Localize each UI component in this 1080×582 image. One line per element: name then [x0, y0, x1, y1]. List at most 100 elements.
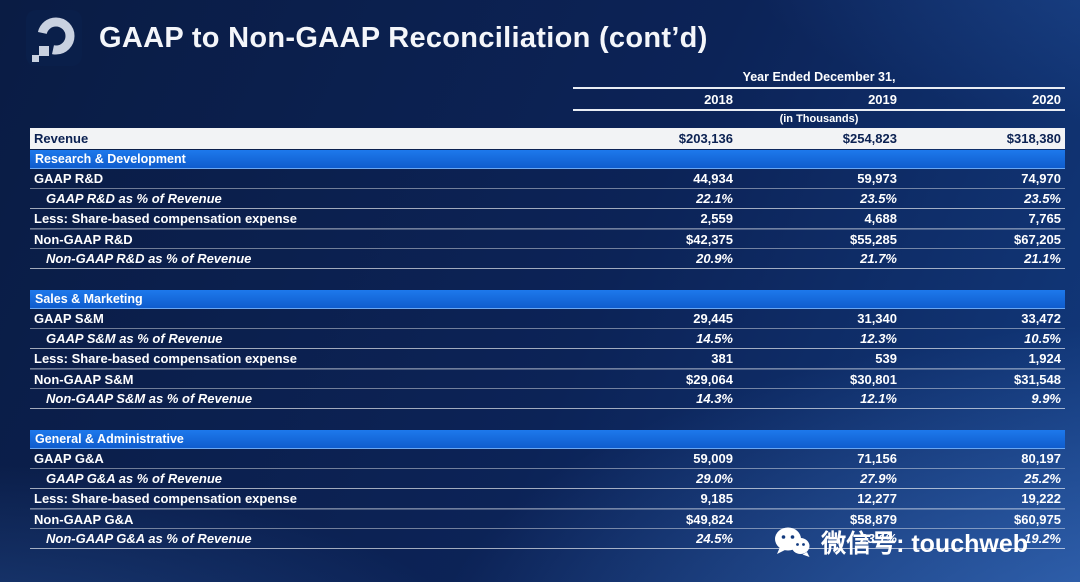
- cell-2018: $42,375: [686, 231, 733, 247]
- unit-note: (in Thousands): [779, 113, 859, 125]
- cell-2020: 21.1%: [1024, 251, 1061, 266]
- table-row: GAAP G&A as % of Revenue 29.0% 27.9% 25.…: [30, 469, 1065, 489]
- cell-2019: 27.9%: [860, 471, 897, 486]
- cell-2018: 24.5%: [696, 531, 733, 546]
- row-label: Non-GAAP G&A as % of Revenue: [46, 531, 252, 546]
- row-label: GAAP R&D as % of Revenue: [46, 191, 222, 206]
- cell-2020: 25.2%: [1024, 471, 1061, 486]
- cell-2018: 20.9%: [696, 251, 733, 266]
- cell-2019: 539: [875, 351, 897, 366]
- digitalocean-logo-icon: [26, 10, 82, 66]
- cell-2020: 74,970: [1021, 171, 1061, 186]
- section-header: Sales & Marketing: [30, 290, 1065, 309]
- table-row: GAAP R&D as % of Revenue 22.1% 23.5% 23.…: [30, 189, 1065, 209]
- cell-2020: $31,548: [1014, 371, 1061, 387]
- table-row: Non-GAAP S&M $29,064 $30,801 $31,548: [30, 369, 1065, 389]
- row-label: GAAP G&A as % of Revenue: [46, 471, 223, 486]
- cell-2018: 9,185: [700, 491, 733, 506]
- cell-2020: 80,197: [1021, 451, 1061, 466]
- cell-2019: 23.5%: [860, 191, 897, 206]
- cell-2018: 44,934: [693, 171, 733, 186]
- table-row: Less: Share-based compensation expense 3…: [30, 349, 1065, 369]
- row-label: Non-GAAP R&D as % of Revenue: [46, 251, 252, 266]
- cell-2018: 2,559: [700, 211, 733, 226]
- revenue-row: Revenue $203,136 $254,823 $318,380: [30, 128, 1065, 149]
- row-label: Non-GAAP R&D: [34, 231, 133, 247]
- section-research-development: Research & Development GAAP R&D 44,934 5…: [30, 150, 1065, 269]
- cell-2019: 23.1%: [860, 531, 897, 546]
- cell-2019: 12.3%: [860, 331, 897, 346]
- row-label: Non-GAAP G&A: [34, 511, 134, 527]
- table-row: Non-GAAP R&D as % of Revenue 20.9% 21.7%…: [30, 249, 1065, 269]
- cell-2019: $58,879: [850, 511, 897, 527]
- table-row: GAAP R&D 44,934 59,973 74,970: [30, 169, 1065, 189]
- table-row: GAAP S&M 29,445 31,340 33,472: [30, 309, 1065, 329]
- cell-2018: 22.1%: [696, 191, 733, 206]
- cell-2019: 21.7%: [860, 251, 897, 266]
- cell-2019: $55,285: [850, 231, 897, 247]
- table-row: Less: Share-based compensation expense 2…: [30, 209, 1065, 229]
- cell-2020: 19,222: [1021, 491, 1061, 506]
- row-label: GAAP G&A: [34, 451, 104, 466]
- cell-2018: 29,445: [693, 311, 733, 326]
- reconciliation-table: Year Ended December 31, 2018 2019 2020 (…: [30, 70, 1065, 549]
- cell-2019: 59,973: [857, 171, 897, 186]
- year-header-2019: 2019: [868, 92, 897, 107]
- section-sales-marketing: Sales & Marketing GAAP S&M 29,445 31,340…: [30, 290, 1065, 409]
- table-row: Non-GAAP G&A as % of Revenue 24.5% 23.1%…: [30, 529, 1065, 549]
- cell-2020: 33,472: [1021, 311, 1061, 326]
- section-general-administrative: General & Administrative GAAP G&A 59,009…: [30, 430, 1065, 549]
- row-label: Less: Share-based compensation expense: [34, 351, 297, 366]
- cell-2018: 381: [711, 351, 733, 366]
- slide-header: GAAP to Non-GAAP Reconciliation (cont’d): [26, 10, 708, 66]
- section-header: Research & Development: [30, 150, 1065, 169]
- cell-2019: 4,688: [864, 211, 897, 226]
- row-label: Non-GAAP S&M: [34, 371, 134, 387]
- row-label: Less: Share-based compensation expense: [34, 211, 297, 226]
- row-label: Less: Share-based compensation expense: [34, 491, 297, 506]
- cell-2020: 23.5%: [1024, 191, 1061, 206]
- cell-2020: 10.5%: [1024, 331, 1061, 346]
- row-label: Revenue: [34, 131, 89, 146]
- cell-2018: 14.3%: [696, 391, 733, 406]
- period-header: Year Ended December 31,: [573, 70, 1065, 89]
- cell-2018: 59,009: [693, 451, 733, 466]
- year-column-headers: 2018 2019 2020: [573, 89, 1065, 111]
- row-label: GAAP R&D: [34, 171, 104, 186]
- row-label: GAAP S&M: [34, 311, 104, 326]
- wechat-icon: [775, 527, 810, 557]
- cell-2019: 12,277: [857, 491, 897, 506]
- watermark-text: 微信号: touchweb: [821, 530, 1028, 558]
- table-row: Non-GAAP R&D $42,375 $55,285 $67,205: [30, 229, 1065, 249]
- cell-2020: 7,765: [1028, 211, 1061, 226]
- table-row: Non-GAAP S&M as % of Revenue 14.3% 12.1%…: [30, 389, 1065, 409]
- table-row: GAAP S&M as % of Revenue 14.5% 12.3% 10.…: [30, 329, 1065, 349]
- cell-2020: 19.2%: [1024, 531, 1061, 546]
- cell-2019: 12.1%: [860, 391, 897, 406]
- cell-2020: 1,924: [1028, 351, 1061, 366]
- section-header: General & Administrative: [30, 430, 1065, 449]
- table-row: Non-GAAP G&A $49,824 $58,879 $60,975: [30, 509, 1065, 529]
- cell-2019: $30,801: [850, 371, 897, 387]
- watermark: 微信号: touchweb: [774, 524, 1028, 560]
- cell-2018: $49,824: [686, 511, 733, 527]
- row-label: Non-GAAP S&M as % of Revenue: [46, 391, 253, 406]
- cell-2018: $29,064: [686, 371, 733, 387]
- cell-2019: $254,823: [842, 131, 897, 146]
- cell-2019: 31,340: [857, 311, 897, 326]
- cell-2018: $203,136: [678, 131, 733, 146]
- year-header-2020: 2020: [1032, 92, 1061, 107]
- cell-2020: $67,205: [1014, 231, 1061, 247]
- table-row: Less: Share-based compensation expense 9…: [30, 489, 1065, 509]
- cell-2018: 29.0%: [696, 471, 733, 486]
- year-header-2018: 2018: [704, 92, 733, 107]
- cell-2020: $60,975: [1014, 511, 1061, 527]
- cell-2019: 71,156: [857, 451, 897, 466]
- row-label: GAAP S&M as % of Revenue: [46, 331, 223, 346]
- page-title: GAAP to Non-GAAP Reconciliation (cont’d): [99, 21, 708, 54]
- cell-2018: 14.5%: [696, 331, 733, 346]
- table-row: GAAP G&A 59,009 71,156 80,197: [30, 449, 1065, 469]
- cell-2020: $318,380: [1006, 131, 1061, 146]
- cell-2020: 9.9%: [1031, 391, 1061, 406]
